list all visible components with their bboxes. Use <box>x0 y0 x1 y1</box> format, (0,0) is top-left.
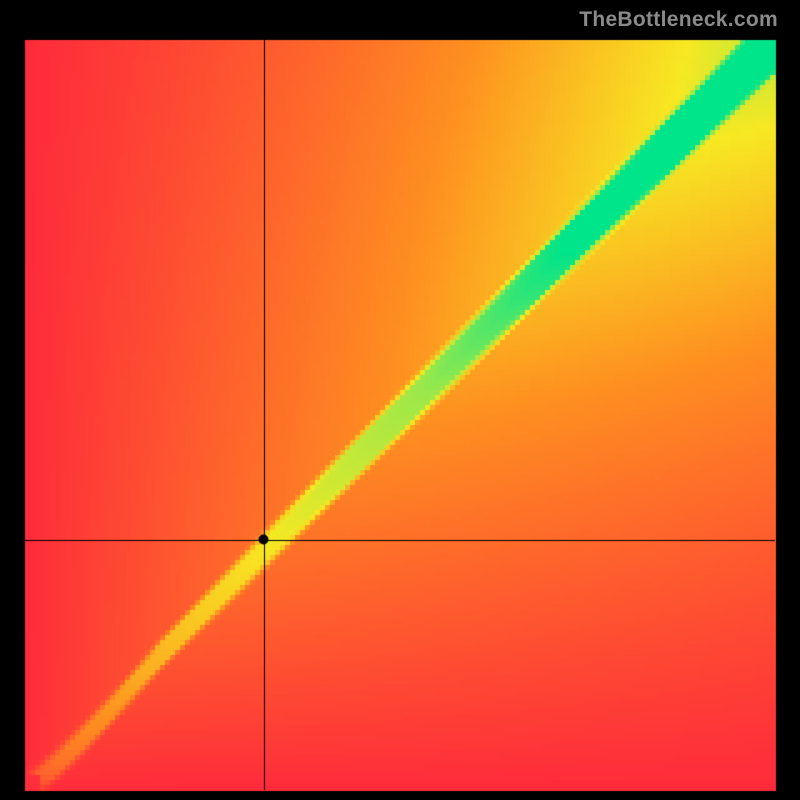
watermark: TheBottleneck.com <box>579 8 778 32</box>
chart-container: TheBottleneck.com <box>0 0 800 800</box>
heatmap-canvas <box>20 35 780 795</box>
plot-area <box>20 35 780 795</box>
